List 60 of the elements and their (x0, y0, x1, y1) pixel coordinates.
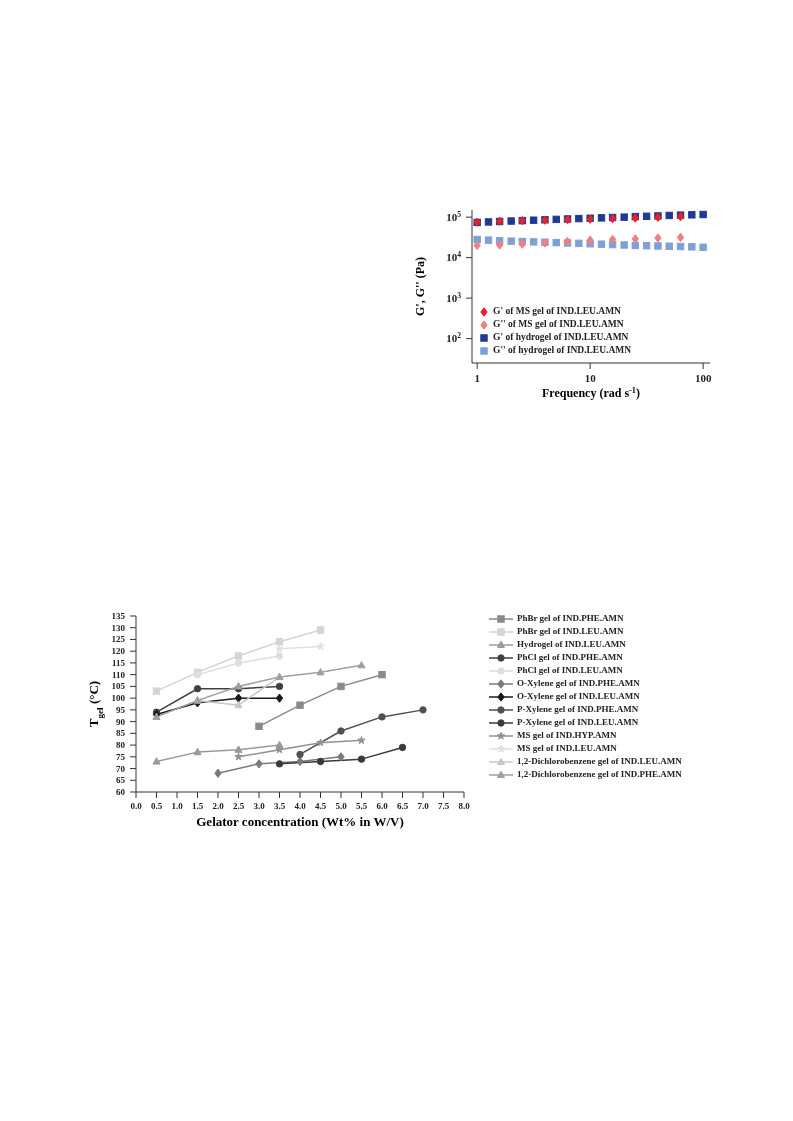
legend-label: G' of hydrogel of IND.LEU.AMN (493, 331, 629, 344)
legend-label: 1,2-Dichlorobenzene gel of IND.PHE.AMN (517, 768, 682, 781)
x-tick-label: 0.5 (150, 801, 163, 811)
x-tick-label: 7.0 (417, 801, 430, 811)
legend-label: G'' of MS gel of IND.LEU.AMN (493, 318, 624, 331)
y-tick-label: 105 (111, 681, 126, 692)
y-tick-label: 120 (111, 646, 126, 657)
legend-label: 1,2-Dichlorobenzene gel of IND.LEU.AMN (517, 755, 682, 768)
x-tick-label: 8.0 (458, 801, 471, 811)
legend-label: P-Xylene gel of IND.PHE.AMN (517, 703, 639, 716)
x-tick-label: 5.5 (355, 801, 368, 811)
legend-label: G' of MS gel of IND.LEU.AMN (493, 305, 621, 318)
x-axis-title: Frequency (rad s$^{-1}$) (541, 385, 641, 400)
x-tick-label: 4.0 (294, 801, 307, 811)
y-tick-label: 75 (116, 751, 126, 762)
y-tick-label: 65 (116, 775, 126, 786)
x-tick-label: 3.5 (273, 801, 286, 811)
legend-label: Hydrogel of IND.LEU.AMN (517, 638, 626, 651)
legend-label: PhCl gel of IND.PHE.AMN (517, 651, 623, 664)
y-tick-label: 135 (111, 611, 126, 621)
legend-label: O-Xylene gel of IND.PHE.AMN (517, 677, 640, 690)
y-tick-label: 130 (111, 622, 126, 633)
x-tick-label: 1 (474, 372, 480, 384)
y-tick-label: 125 (111, 634, 126, 645)
y-tick-label: 90 (116, 716, 126, 727)
legend-label: O-Xylene gel of IND.LEU.AMN (517, 690, 640, 703)
legend-label: PhBr gel of IND.LEU.AMN (517, 625, 624, 638)
y-tick-label: 115 (111, 657, 126, 668)
legend-label: MS gel of IND.LEU.AMN (517, 742, 617, 755)
x-tick-label: 2.0 (212, 801, 225, 811)
y-tick-label: 10$^{3}$ (446, 290, 462, 304)
y-tick-label: 85 (116, 728, 126, 739)
x-tick-label: 4.5 (314, 801, 327, 811)
y-tick-label: 110 (111, 669, 126, 680)
y-tick-label: 80 (116, 740, 126, 751)
x-tick-label: 6.5 (396, 801, 409, 811)
legend-label: P-Xylene gel of IND.LEU.AMN (517, 716, 639, 729)
x-tick-label: 6.0 (376, 801, 389, 811)
x-tick-label: 10 (584, 372, 597, 384)
x-tick-label: 1.0 (171, 801, 184, 811)
legend-label: PhBr gel of IND.PHE.AMN (517, 612, 624, 625)
x-tick-label: 100 (694, 372, 712, 384)
legend-label: G'' of hydrogel of IND.LEU.AMN (493, 344, 632, 357)
legend-label: MS gel of IND.HYP.AMN (517, 729, 617, 742)
x-tick-label: 7.5 (437, 801, 450, 811)
y-tick-label: 95 (116, 704, 126, 715)
x-tick-label: 5.0 (335, 801, 348, 811)
y-tick-label: 70 (116, 763, 126, 774)
x-tick-label: 3.0 (253, 801, 266, 811)
y-tick-label: 100 (111, 693, 126, 704)
y-axis-title: G', G'' (Pa) (413, 257, 427, 316)
x-tick-label: 0.0 (130, 801, 143, 811)
x-tick-label: 1.5 (191, 801, 204, 811)
y-tick-label: 10$^{5}$ (446, 209, 462, 223)
x-tick-label: 2.5 (232, 801, 245, 811)
y-tick-label: 10$^{4}$ (446, 249, 462, 264)
legend-label: PhCl gel of IND.LEU.AMN (517, 664, 623, 677)
y-tick-label: 60 (116, 787, 126, 797)
y-tick-label: 10$^{2}$ (446, 330, 462, 345)
x-axis-title: Gelator concentration (Wt% in W/V) (196, 814, 404, 829)
